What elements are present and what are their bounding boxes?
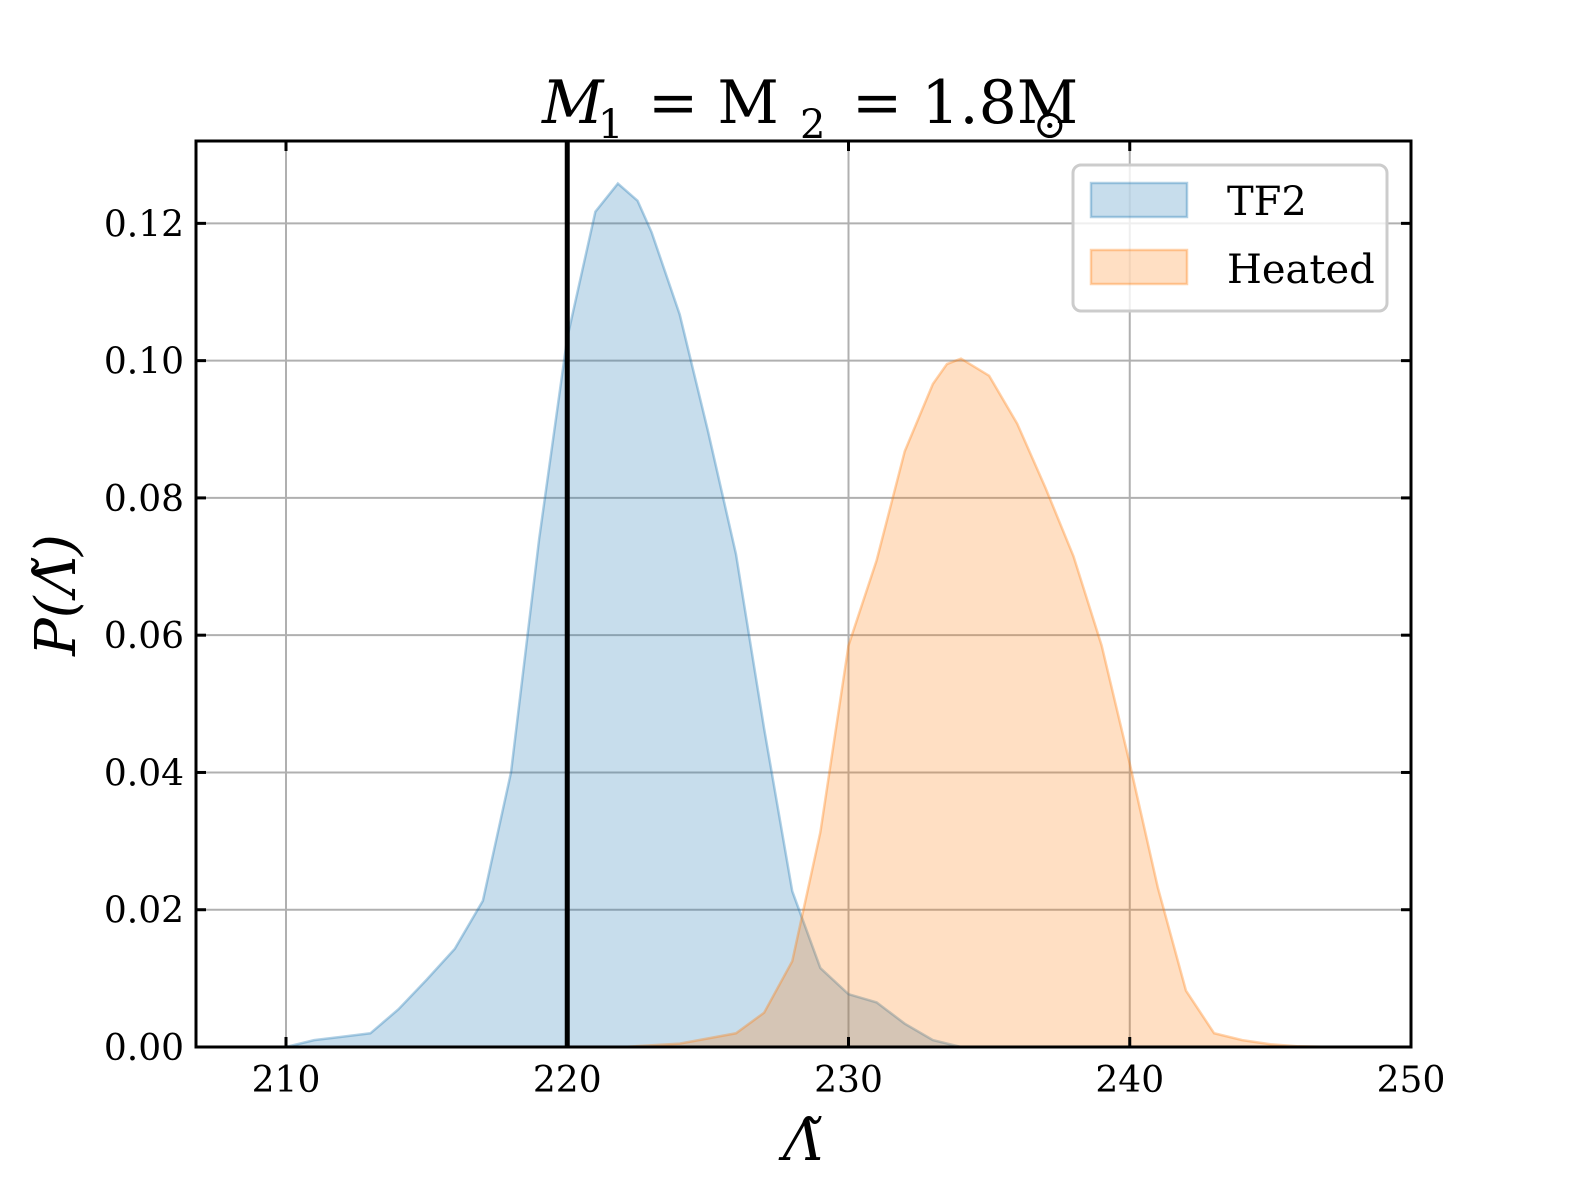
x-axis-label: Λ̃: [778, 1109, 823, 1174]
x-tick-label: 220: [533, 1060, 602, 1101]
series-area-tf2: [285, 181, 962, 1049]
x-tick-label: 210: [252, 1060, 321, 1101]
ticks: [196, 141, 1413, 1049]
title-mid: = M: [648, 68, 779, 138]
y-tick-label: 0.10: [104, 342, 184, 383]
series-area-heated: [623, 357, 1355, 1049]
legend: TF2 Heated: [1071, 163, 1389, 313]
legend-box: [1071, 163, 1389, 313]
y-tick-label: 0.02: [104, 891, 184, 932]
legend-swatch-tf2: [1089, 181, 1189, 219]
series-layer: [285, 181, 1355, 1049]
y-tick-label: 0.12: [104, 204, 184, 245]
legend-label-tf2: TF2: [1227, 179, 1307, 225]
title-value: = 1.8M: [852, 68, 1078, 138]
legend-swatch-heated: [1089, 248, 1189, 286]
x-tick-labels: 210 220 230 240 250: [252, 1060, 1446, 1101]
plot-frame: [194, 139, 1413, 1049]
y-tick-label: 0.08: [104, 479, 184, 520]
x-tick-label: 240: [1095, 1060, 1164, 1101]
y-tick-label: 0.00: [104, 1028, 184, 1069]
chart-title: M 1 = M 2 = 1.8M ⊙: [541, 68, 1078, 148]
y-tick-label: 0.06: [104, 616, 184, 657]
y-axis-label: P(Λ̃): [24, 534, 89, 657]
legend-label-heated: Heated: [1227, 247, 1375, 293]
x-tick-label: 250: [1377, 1060, 1446, 1101]
y-tick-label: 0.04: [104, 753, 184, 794]
y-tick-labels: 0.00 0.02 0.04 0.06 0.08 0.10 0.12: [104, 204, 184, 1069]
title-m1: M: [541, 68, 605, 138]
x-tick-label: 230: [814, 1060, 883, 1101]
